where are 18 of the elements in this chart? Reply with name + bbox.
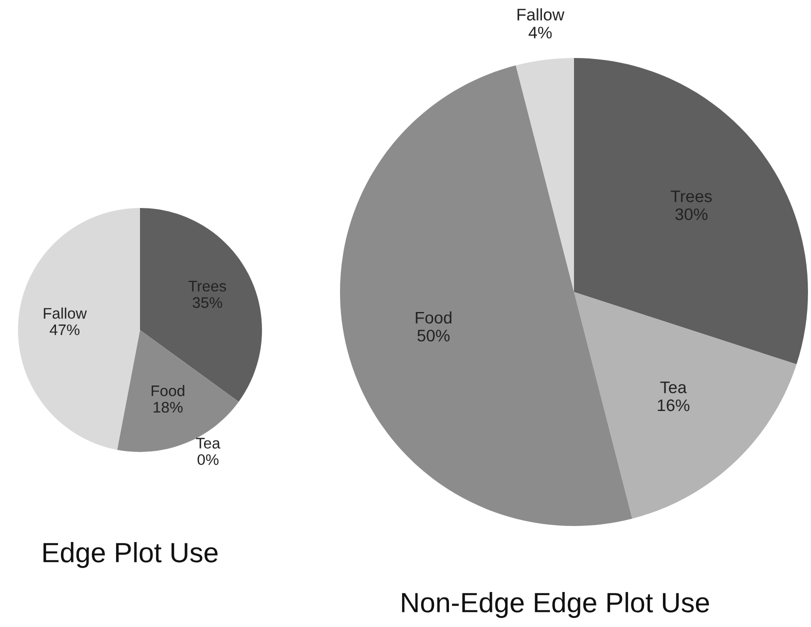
category-label: Tea <box>196 438 220 449</box>
data-label: 4% <box>528 26 552 38</box>
slice-label: Tea <box>660 382 687 394</box>
slice-label: Food <box>152 384 184 396</box>
slice-label: Trees <box>670 190 712 202</box>
slice-label: Food <box>416 311 452 324</box>
text: Edge Plot Use <box>43 542 218 568</box>
data-label: 50% <box>417 330 450 342</box>
slice-label: Fallow <box>44 308 87 319</box>
slice-label: Trees <box>188 280 226 292</box>
data-label: 16% <box>658 399 690 412</box>
text: Non-Edge Edge Plot Use <box>402 592 709 618</box>
data-label: 30% <box>675 208 708 220</box>
data-label: 18% <box>154 402 183 413</box>
data-label: 35% <box>192 297 222 308</box>
data-label: 47% <box>50 324 80 336</box>
text: 0% <box>198 454 219 466</box>
slice-label: Fallow <box>518 8 564 21</box>
